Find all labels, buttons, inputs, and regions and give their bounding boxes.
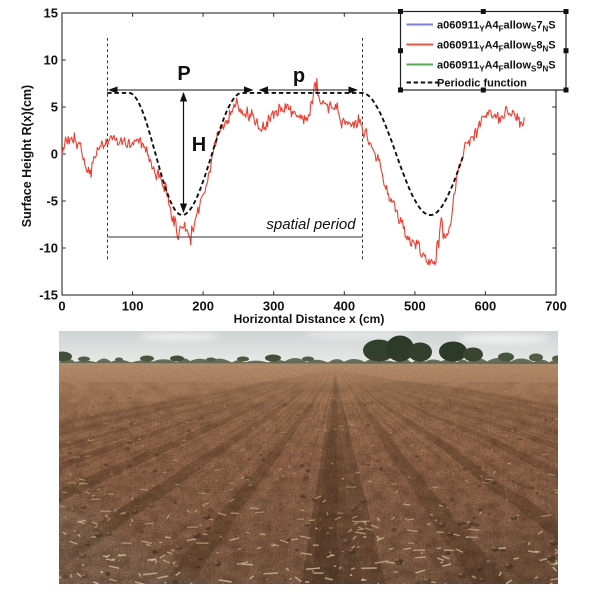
svg-text:500: 500 [404,299,426,314]
svg-text:Surface Height R(x)(cm): Surface Height R(x)(cm) [20,85,34,227]
svg-text:0: 0 [51,147,58,162]
svg-text:15: 15 [44,6,58,21]
svg-text:Horizontal Distance x (cm): Horizontal Distance x (cm) [234,312,385,326]
svg-text:400: 400 [333,299,355,314]
svg-text:spatial period: spatial period [266,216,356,233]
svg-text:10: 10 [44,53,58,68]
svg-text:5: 5 [51,100,58,115]
svg-text:H: H [192,134,206,156]
svg-text:700: 700 [545,299,567,314]
svg-text:-10: -10 [39,241,58,256]
svg-text:a060911YA4FallowS8NS: a060911YA4FallowS8NS [437,40,556,54]
svg-text:P: P [177,63,190,85]
svg-text:600: 600 [475,299,497,314]
svg-text:-15: -15 [39,288,58,303]
svg-text:a060911YA4FallowS7NS: a060911YA4FallowS7NS [437,20,556,34]
svg-text:a060911YA4FallowS9NS: a060911YA4FallowS9NS [437,60,556,74]
svg-text:Periodic function: Periodic function [437,78,527,90]
svg-text:300: 300 [263,299,285,314]
svg-text:-5: -5 [46,194,58,209]
svg-text:100: 100 [122,299,144,314]
svg-text:p: p [293,65,305,87]
svg-text:0: 0 [58,299,65,314]
svg-text:200: 200 [192,299,214,314]
